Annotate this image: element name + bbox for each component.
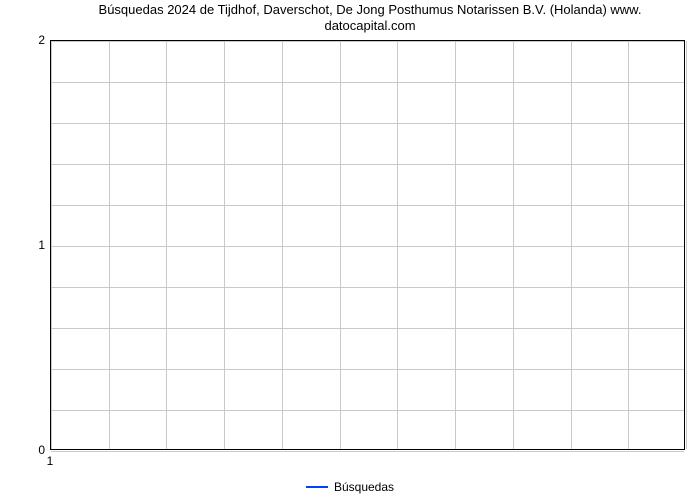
- legend: Búsquedas: [0, 479, 700, 494]
- gridline-vertical: [397, 41, 398, 449]
- y-tick-label: 0: [5, 443, 45, 457]
- gridline-vertical: [282, 41, 283, 449]
- gridline-vertical: [686, 41, 687, 449]
- gridline-vertical: [51, 41, 52, 449]
- y-tick-label: 1: [5, 238, 45, 252]
- gridline-vertical: [224, 41, 225, 449]
- gridline-horizontal: [51, 328, 684, 329]
- gridline-horizontal: [51, 410, 684, 411]
- gridline-vertical: [340, 41, 341, 449]
- legend-swatch: [306, 486, 328, 488]
- gridline-horizontal: [51, 369, 684, 370]
- gridline-horizontal: [51, 287, 684, 288]
- gridline-horizontal: [51, 205, 684, 206]
- x-tick-label: 1: [47, 454, 54, 468]
- gridline-horizontal: [51, 82, 684, 83]
- gridline-horizontal: [51, 164, 684, 165]
- gridline-horizontal: [51, 123, 684, 124]
- chart-container: Búsquedas 2024 de Tijdhof, Daverschot, D…: [0, 0, 700, 500]
- gridline-vertical: [571, 41, 572, 449]
- gridline-vertical: [166, 41, 167, 449]
- chart-title-line1: Búsquedas 2024 de Tijdhof, Daverschot, D…: [99, 2, 642, 17]
- legend-label: Búsquedas: [334, 480, 394, 494]
- gridline-horizontal: [51, 451, 684, 452]
- y-tick-label: 2: [5, 33, 45, 47]
- gridline-vertical: [628, 41, 629, 449]
- chart-title: Búsquedas 2024 de Tijdhof, Daverschot, D…: [50, 2, 690, 35]
- gridline-vertical: [513, 41, 514, 449]
- gridline-horizontal: [51, 246, 684, 247]
- gridline-vertical: [109, 41, 110, 449]
- gridline-vertical: [455, 41, 456, 449]
- plot-area: [50, 40, 685, 450]
- chart-title-line2: datocapital.com: [324, 18, 415, 33]
- gridline-horizontal: [51, 41, 684, 42]
